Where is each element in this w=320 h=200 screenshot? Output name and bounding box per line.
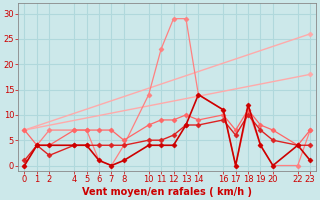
X-axis label: Vent moyen/en rafales ( km/h ): Vent moyen/en rafales ( km/h ) [82, 187, 252, 197]
